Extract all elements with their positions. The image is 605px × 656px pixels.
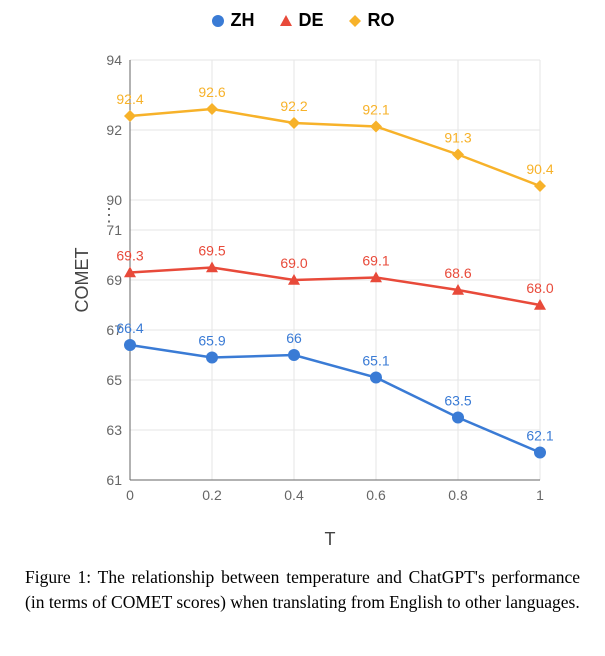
svg-text:91.3: 91.3 bbox=[444, 130, 471, 146]
chart-container: ZH DE RO 61636567697190929400.20.40.60.8… bbox=[30, 10, 575, 550]
circle-icon bbox=[210, 14, 224, 28]
svg-text:0: 0 bbox=[126, 487, 134, 503]
svg-text:65: 65 bbox=[106, 372, 122, 388]
svg-text:1: 1 bbox=[536, 487, 544, 503]
diamond-icon bbox=[348, 14, 362, 28]
legend: ZH DE RO bbox=[210, 10, 394, 31]
svg-text:92.4: 92.4 bbox=[116, 91, 143, 107]
svg-text:68.6: 68.6 bbox=[444, 265, 471, 281]
svg-text:65.1: 65.1 bbox=[362, 353, 389, 369]
svg-text:94: 94 bbox=[106, 52, 122, 68]
svg-text:66.4: 66.4 bbox=[116, 320, 143, 336]
svg-text:63: 63 bbox=[106, 422, 122, 438]
chart-svg: 61636567697190929400.20.40.60.81⋮66.465.… bbox=[100, 50, 560, 510]
figure-caption: Figure 1: The relationship between tempe… bbox=[25, 565, 580, 616]
legend-label: RO bbox=[368, 10, 395, 31]
svg-text:92.1: 92.1 bbox=[362, 102, 389, 118]
svg-text:63.5: 63.5 bbox=[444, 393, 471, 409]
svg-text:92.6: 92.6 bbox=[198, 84, 225, 100]
svg-text:⋮: ⋮ bbox=[100, 205, 118, 225]
y-axis-label: COMET bbox=[72, 248, 93, 313]
svg-text:69: 69 bbox=[106, 272, 122, 288]
svg-text:68.0: 68.0 bbox=[526, 280, 553, 296]
svg-text:65.9: 65.9 bbox=[198, 333, 225, 349]
plot-area: 61636567697190929400.20.40.60.81⋮66.465.… bbox=[100, 50, 560, 510]
legend-item-ro: RO bbox=[348, 10, 395, 31]
svg-text:90.4: 90.4 bbox=[526, 161, 553, 177]
svg-text:66: 66 bbox=[286, 330, 302, 346]
svg-text:92.2: 92.2 bbox=[280, 98, 307, 114]
svg-text:61: 61 bbox=[106, 472, 122, 488]
svg-text:92: 92 bbox=[106, 122, 122, 138]
svg-text:62.1: 62.1 bbox=[526, 428, 553, 444]
legend-item-zh: ZH bbox=[210, 10, 254, 31]
x-axis-label: T bbox=[325, 529, 336, 550]
legend-item-de: DE bbox=[278, 10, 323, 31]
svg-text:69.0: 69.0 bbox=[280, 255, 307, 271]
svg-text:69.1: 69.1 bbox=[362, 253, 389, 269]
svg-text:0.6: 0.6 bbox=[366, 487, 386, 503]
svg-text:0.4: 0.4 bbox=[284, 487, 304, 503]
triangle-icon bbox=[278, 14, 292, 28]
svg-text:0.8: 0.8 bbox=[448, 487, 468, 503]
legend-label: DE bbox=[298, 10, 323, 31]
svg-text:69.3: 69.3 bbox=[116, 248, 143, 264]
svg-text:69.5: 69.5 bbox=[198, 243, 225, 259]
svg-text:0.2: 0.2 bbox=[202, 487, 222, 503]
legend-label: ZH bbox=[230, 10, 254, 31]
